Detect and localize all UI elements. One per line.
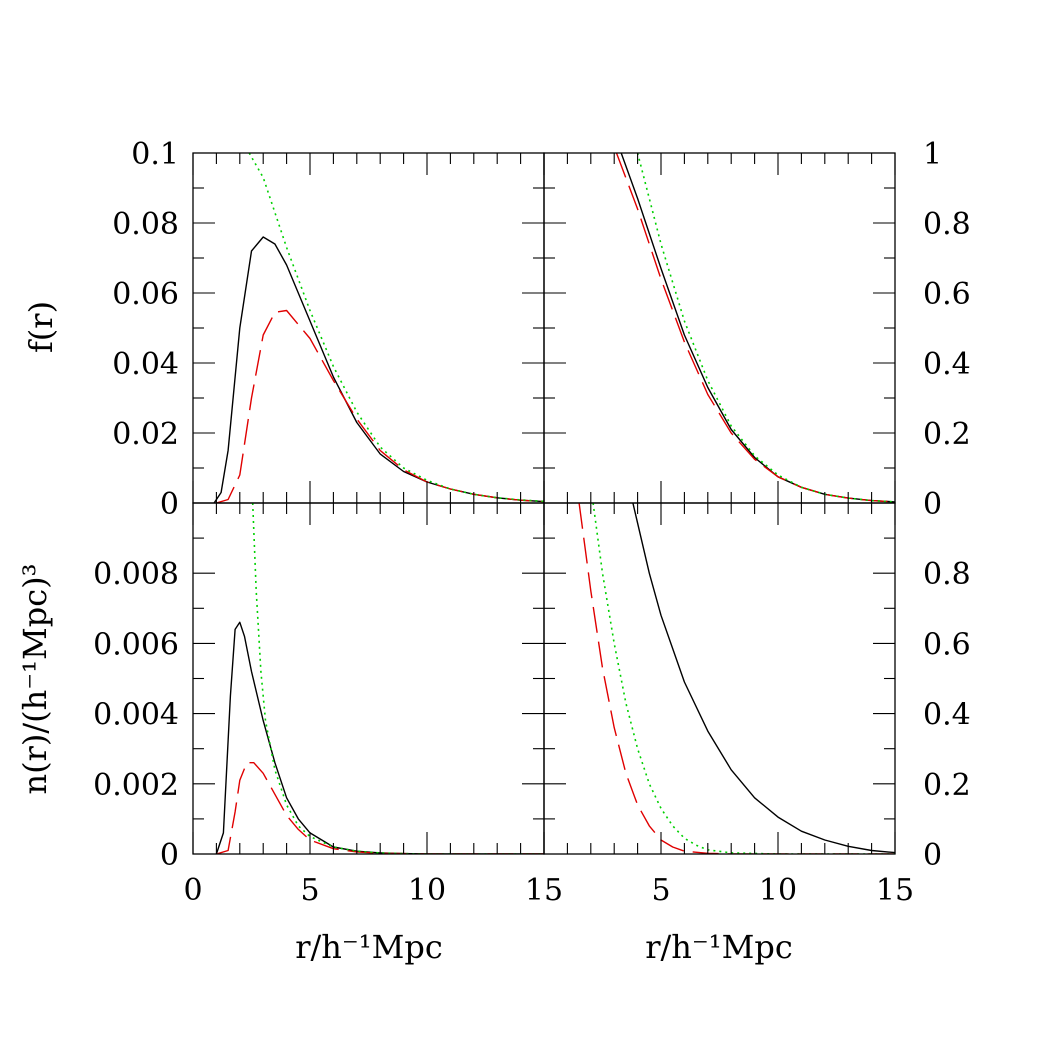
panel-bottom-right: r/h⁻¹Mpc 0 0.2 0.4 0.6 0.8 5 10 15 [543, 502, 971, 966]
x-tick-label-bottom-left: 15 [525, 873, 563, 908]
series-dashed-bottom-right [578, 503, 895, 854]
ylabel-top-left: f(r) [22, 301, 60, 353]
y-tick-label-top-right: 0.2 [923, 417, 971, 452]
x-tick-label-bottom-left: 5 [300, 873, 319, 908]
y-tick-label-bottom-right: 0.4 [923, 698, 971, 733]
x-tick-label-bottom-right: 10 [759, 873, 797, 908]
y-tick-label-bottom-right: 0.2 [923, 768, 971, 803]
panel-top-right: 0 0.2 0.4 0.6 0.8 1 [543, 137, 971, 522]
series-dotted-top-left [248, 153, 544, 503]
y-tick-label-top-left: 0.1 [131, 137, 179, 172]
y-tick-label-top-right: 0 [923, 487, 942, 522]
xlabel-bottom-left: r/h⁻¹Mpc [295, 928, 443, 966]
y-tick-label-bottom-left: 0.006 [93, 627, 179, 662]
y-tick-label-top-left: 0.02 [112, 417, 179, 452]
y-tick-label-bottom-left: 0.008 [93, 557, 179, 592]
ylabel-bottom-left: n(r)/(h⁻¹Mpc)³ [16, 564, 54, 795]
y-tick-label-bottom-left: 0 [160, 838, 179, 873]
y-tick-label-top-right: 1 [923, 137, 942, 172]
y-tick-label-bottom-right: 0.6 [923, 627, 971, 662]
x-tick-label-bottom-left: 10 [408, 873, 446, 908]
y-tick-label-bottom-right: 0.8 [923, 557, 971, 592]
y-tick-label-top-left: 0.04 [112, 347, 179, 382]
x-tick-label-bottom-left: 0 [183, 873, 202, 908]
series-dotted-top-right [636, 153, 895, 503]
y-tick-label-bottom-right: 0 [923, 838, 942, 873]
y-tick-label-top-left: 0 [160, 487, 179, 522]
y-tick-label-top-left: 0.08 [112, 207, 179, 242]
y-tick-label-top-right: 0.4 [923, 347, 971, 382]
y-tick-label-bottom-left: 0.002 [93, 768, 179, 803]
panel-top-left: f(r) 0 0.02 0.04 0.06 0.08 0.1 [22, 137, 545, 522]
x-tick-label-bottom-right: 5 [651, 873, 670, 908]
y-tick-label-bottom-left: 0.004 [93, 698, 179, 733]
y-tick-label-top-right: 0.8 [923, 207, 971, 242]
series-dotted-bottom-right [592, 503, 895, 854]
x-tick-label-bottom-right: 15 [876, 873, 914, 908]
y-tick-label-top-right: 0.6 [923, 277, 971, 312]
y-tick-label-top-left: 0.06 [112, 277, 179, 312]
xlabel-bottom-right: r/h⁻¹Mpc [645, 928, 793, 966]
